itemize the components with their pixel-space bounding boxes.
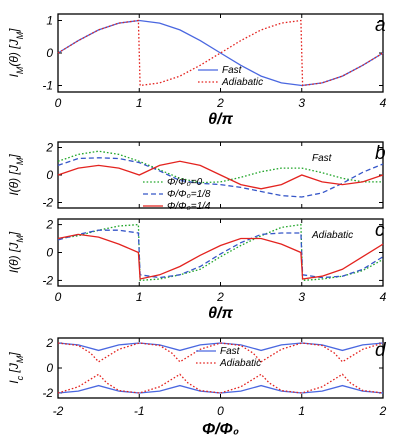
- x-tick-label: 2: [216, 290, 224, 304]
- y-tick-label: 1: [46, 14, 53, 28]
- x-tick-label: 0: [55, 290, 62, 304]
- panel-b: 2 0 -2 I(θ) [JM] b Fast Φ/Φ₀=0Φ/Φ₀=1/8Φ/Φ₀=1/4: [7, 141, 386, 213]
- series-line-solid: [57, 384, 384, 394]
- x-tick-label: -1: [134, 404, 145, 418]
- y-tick-label: 0: [46, 246, 53, 260]
- panel-letter: a: [375, 15, 386, 36]
- y-axis-label: I(θ) [JM]: [7, 231, 25, 273]
- panel-annotation: Fast: [312, 153, 333, 164]
- legend-label: Φ/Φ₀=1/4: [167, 201, 211, 212]
- x-tick-label: 4: [380, 290, 387, 304]
- x-axis-label: θ/π: [208, 305, 233, 322]
- x-tick-label: 1: [298, 404, 305, 418]
- x-tick-label: 2: [379, 404, 387, 418]
- y-tick-label: 0: [46, 168, 53, 182]
- x-tick-label: 4: [380, 96, 387, 110]
- series-line-dashed: [57, 157, 384, 198]
- panel-letter: d: [375, 340, 387, 361]
- legend-label: Φ/Φ₀=0: [167, 177, 203, 188]
- legend-label: Φ/Φ₀=1/8: [167, 189, 211, 200]
- series-line-dotted: [57, 223, 384, 282]
- y-tick-label: -1: [42, 79, 53, 93]
- panel-annotation: Adiabatic: [311, 230, 353, 241]
- y-tick-label: 2: [45, 336, 53, 350]
- x-tick-label: 0: [217, 404, 224, 418]
- y-tick-label: 2: [45, 141, 53, 155]
- y-axis-label: Ic [JM]: [7, 352, 25, 384]
- y-tick-label: 0: [46, 46, 53, 60]
- series-line-solid: [57, 233, 384, 280]
- panel-letter: c: [375, 220, 385, 241]
- y-tick-label: 2: [45, 218, 53, 232]
- x-tick-label: 3: [298, 290, 305, 304]
- x-tick-label: 1: [136, 96, 143, 110]
- y-axis-label: I(θ) [JM]: [7, 154, 25, 196]
- legend-label: Adiabatic: [221, 77, 263, 88]
- x-tick-label: 0: [55, 96, 62, 110]
- legend-label: Fast: [220, 346, 241, 357]
- x-axis-label: Φ/Φ₀: [202, 421, 239, 438]
- y-tick-label: -2: [42, 196, 53, 210]
- x-tick-label: -2: [53, 404, 64, 418]
- series-line-dotted: [57, 342, 384, 363]
- series-line-dotted: [57, 373, 384, 394]
- x-tick-label: 1: [136, 290, 143, 304]
- series-line-solid: [57, 160, 384, 190]
- y-tick-label: 0: [46, 361, 53, 375]
- legend-label: Adiabatic: [219, 358, 261, 369]
- panel-letter: b: [375, 143, 386, 164]
- x-tick-label: 3: [298, 96, 305, 110]
- series-line-solid: [57, 19, 384, 87]
- y-axis-label: IM(θ) [JM]: [7, 28, 25, 78]
- x-axis-label: θ/π: [208, 111, 233, 128]
- x-tick-label: 2: [216, 96, 224, 110]
- y-tick-label: -2: [42, 386, 53, 400]
- series-line-dashed: [57, 229, 384, 279]
- y-tick-label: -2: [42, 273, 53, 287]
- legend-label: Fast: [222, 65, 243, 76]
